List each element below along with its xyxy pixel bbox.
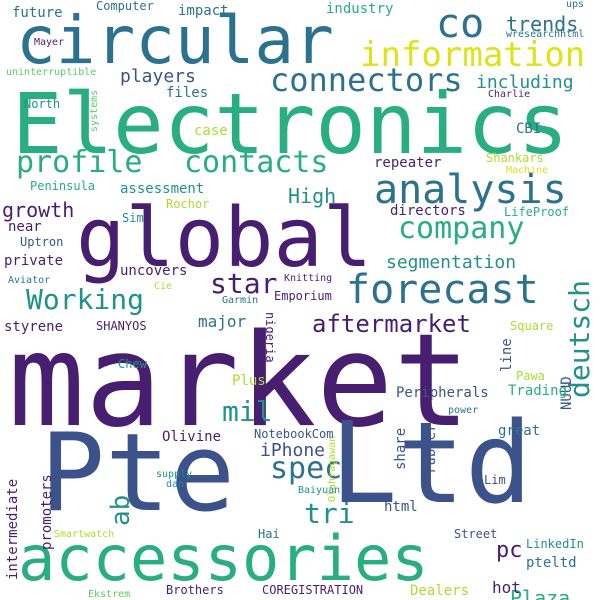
word-hai: Hai [258,527,280,541]
word-players: players [120,66,196,87]
word-aftermarket: aftermarket [312,310,471,338]
word-mil: mil [222,395,273,428]
word-lim: Lim [484,473,506,487]
word-cbi: CBI [516,121,542,137]
word-assessment: assessment [120,181,205,197]
word-shankars: Shankars [486,151,544,165]
word-shanyos: SHANYOS [96,319,147,333]
word-star: star [210,267,278,300]
word-smartwatch: Smartwatch [54,529,115,540]
word-line: line [499,338,515,372]
word-directors: directors [390,203,466,219]
word-knitting: Knitting [284,273,333,284]
word-mayer: Mayer [34,37,65,48]
word-dan: dan [166,479,185,490]
word-intermediate: intermediate [5,478,21,580]
word-aviator: Aviator [8,275,51,286]
word-cie: Cie [154,281,173,292]
word-uptron: Uptron [20,235,64,249]
word-repeater: repeater [374,155,442,171]
word-north: North [24,97,61,111]
word-market: market [8,307,471,456]
word-sim: Sim [122,211,144,225]
word-pteltd: pteltd [526,555,577,571]
word-lifeproof: LifeProof [504,205,570,219]
word-uninterruptible: uninterruptible [6,67,97,78]
word-rubber: rubber [423,423,439,474]
word-high: High [288,184,337,208]
word-chew: Chew [118,357,147,371]
word-major: major [198,312,247,331]
word-ekstrem: Ekstrem [88,589,131,600]
word-global: global [76,191,373,286]
word-emporium: Emporium [274,289,332,303]
word-pawa: Pawa [516,369,545,383]
word-contacts: contacts [184,145,329,180]
word-systems: systems [89,89,100,132]
word-impact: impact [178,3,229,19]
word-street: Street [454,527,498,541]
word-power: power [448,405,479,416]
word-near: near [8,219,42,235]
word-rochor: Rochor [166,197,210,211]
word-spec: spec [270,451,343,486]
word-forecast: forecast [346,267,539,313]
word-future: future [12,5,63,21]
word-plaza: Plaza [510,586,571,600]
word-peninsula: Peninsula [30,179,96,193]
word-computer: Computer [96,0,154,13]
word-share: share [393,427,409,470]
word-connectors: connectors [270,61,463,99]
word-analysis: analysis [374,167,567,213]
word-baiyuan: Baiyuan [298,485,341,496]
word-pc: pc [496,538,523,563]
word-co: co [436,1,485,47]
word-garmin: Garmin [222,295,259,306]
word-supply: supply [156,469,193,480]
word-charlie: Charlie [488,89,531,100]
word-uncovers: uncovers [120,263,188,279]
word-dealers: Dealers [410,583,470,599]
word-industry: industry [326,1,394,17]
word-company: company [398,211,525,246]
word-working: Working [26,283,145,316]
word-square: Square [510,319,554,333]
word-linkedin: LinkedIn [526,537,584,551]
word-electronics: Electronics [12,75,569,173]
word-growth: growth [2,198,75,222]
word-ups: ups [566,0,585,10]
word-ltd: Ltd [330,399,533,529]
word-trends: trends [506,12,579,36]
word-brothers: Brothers [166,583,224,597]
word-machine: Machine [506,165,549,176]
word-coregistration: COREGISTRATION [262,583,364,597]
word-tri: tri [304,497,355,530]
word-promoters: promoters [39,474,55,550]
word-information: information [360,35,586,75]
word-notebookcom: NotebookCom [254,427,334,441]
word-trading: Trading [508,383,568,399]
word-profile: profile [16,145,143,180]
word-plus: Plus [232,373,266,389]
word-private: private [4,253,64,269]
word-files: files [166,85,209,101]
word-html: html [384,499,418,515]
word-case: case [194,123,228,139]
word-great: great [498,423,541,439]
word-pte: Pte [40,411,236,536]
word-segmentation: segmentation [386,252,517,273]
word-accessories: accessories [18,522,429,595]
word-including: including [476,72,574,93]
word-hot: hot [492,578,521,597]
word-circular: circular [16,2,334,79]
word-wresearchhtml: wresearchhtml [506,29,585,40]
word-ab: ab [106,494,136,526]
word-peripherals: Peripherals [396,385,489,401]
word-nigeria: nigeria [263,312,277,363]
word-styrene: styrene [4,319,64,335]
word-olivine: Olivine [162,429,222,445]
word-iphone: iPhone [260,440,326,461]
